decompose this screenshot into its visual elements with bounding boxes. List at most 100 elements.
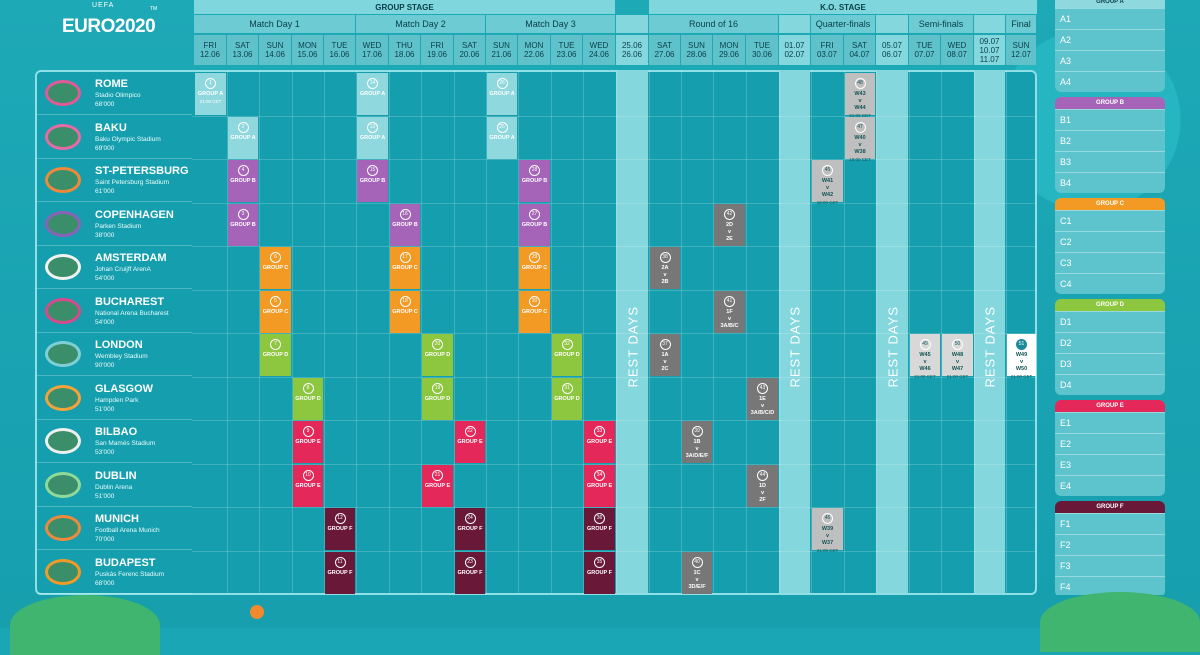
match-teams: 3A/B/C bbox=[720, 322, 739, 329]
match-number: 3 bbox=[237, 208, 249, 220]
date-header: 05.07 06.07 bbox=[876, 35, 908, 65]
match-cell[interactable]: 14 GROUP A bbox=[357, 73, 388, 115]
group-slot: A3 bbox=[1055, 50, 1165, 71]
match-cell[interactable]: 45 W41 v W42 18:00 CET bbox=[812, 160, 843, 205]
footer-scenery bbox=[0, 595, 1200, 628]
match-teams: W37 bbox=[821, 540, 834, 546]
venue-city: MUNICH bbox=[95, 513, 139, 525]
match-cell[interactable]: 44 1D v 2F bbox=[747, 464, 778, 507]
date-label: 02.07 bbox=[784, 50, 805, 59]
venue-stadium: Puskás Ferenc Stadium bbox=[95, 570, 165, 578]
match-teams: W48 bbox=[951, 352, 964, 358]
match-cell[interactable]: 4 GROUP B bbox=[228, 160, 258, 202]
match-cell[interactable]: 1 GROUP A 21:00 CET bbox=[195, 73, 226, 115]
match-teams: 1E bbox=[759, 395, 766, 402]
match-cell[interactable]: 2 GROUP A bbox=[228, 116, 258, 159]
match-cell[interactable]: 34 GROUP E bbox=[584, 464, 615, 507]
match-cell[interactable]: 43 1E v 3A/B/C/D bbox=[747, 377, 778, 420]
grid-line bbox=[974, 70, 975, 593]
match-cell[interactable]: 46 W39 v W37 21:00 CET bbox=[812, 508, 843, 553]
grid-line bbox=[876, 70, 877, 593]
match-cell[interactable]: 31 GROUP D bbox=[552, 377, 582, 420]
match-cell[interactable]: 23 GROUP F bbox=[455, 551, 485, 594]
matchday-header: Quarter-finals bbox=[811, 15, 875, 33]
match-number: 20 bbox=[432, 339, 443, 350]
match-teams: v bbox=[825, 533, 830, 539]
group-panel-title: GROUP C bbox=[1055, 198, 1165, 210]
match-cell[interactable]: 22 GROUP E bbox=[455, 421, 485, 463]
grid-row-line bbox=[192, 159, 1036, 160]
match-cell[interactable]: 51 W49 v W50 21:00 CET bbox=[1007, 334, 1036, 379]
match-cell[interactable]: 28 GROUP B bbox=[519, 160, 550, 202]
match-cell[interactable]: 8 GROUP D bbox=[293, 377, 323, 420]
match-cell[interactable]: 10 GROUP E bbox=[293, 464, 323, 507]
match-cell[interactable]: 49 W45 v W46 21:00 CET bbox=[910, 334, 940, 379]
match-cell[interactable]: 18 GROUP C bbox=[390, 290, 420, 333]
group-panel-title: GROUP A bbox=[1055, 0, 1165, 8]
match-cell[interactable]: 13 GROUP A bbox=[357, 116, 388, 159]
matchday-header: Match Day 3 bbox=[486, 15, 615, 33]
match-cell[interactable]: 25 GROUP A bbox=[487, 116, 517, 159]
match-cell[interactable]: 16 GROUP B bbox=[390, 203, 420, 246]
match-cell[interactable]: 6 GROUP C bbox=[260, 247, 291, 289]
match-cell[interactable]: 39 1B v 3A/D/E/F bbox=[682, 421, 712, 463]
match-number: 34 bbox=[594, 469, 605, 481]
match-cell[interactable]: 17 GROUP C bbox=[390, 247, 420, 289]
match-teams: W39 bbox=[821, 526, 834, 532]
group-panel: GROUP A A1 A2 A3 A4 bbox=[1055, 0, 1165, 92]
match-cell[interactable]: 29 GROUP C bbox=[519, 247, 550, 289]
venue-city: BAKU bbox=[95, 121, 127, 134]
match-cell[interactable]: 40 1C v 3D/E/F bbox=[682, 551, 712, 594]
match-cell[interactable]: 38 2A v 2B bbox=[650, 247, 680, 289]
date-header: SAT 13.06 bbox=[227, 35, 258, 65]
venue-row: COPENHAGEN Parken Stadium 38'000 bbox=[37, 203, 192, 246]
weekday-label: TUE bbox=[331, 41, 348, 50]
match-cell[interactable]: 19 GROUP D bbox=[422, 377, 453, 420]
match-cell[interactable]: 37 1A v 2C bbox=[650, 334, 680, 376]
stadium-icon bbox=[45, 210, 81, 237]
match-number: 5 bbox=[270, 295, 281, 307]
venue-city: DUBLIN bbox=[95, 469, 137, 482]
match-cell[interactable]: 32 GROUP D bbox=[552, 334, 582, 376]
date-header: TUE 07.07 bbox=[909, 35, 940, 65]
grid-line bbox=[227, 70, 228, 593]
group-slot: C3 bbox=[1055, 252, 1165, 273]
match-cell[interactable]: 9 GROUP E bbox=[293, 421, 323, 463]
match-cell[interactable]: 47 W40 v W38 18:00 CET bbox=[845, 116, 875, 162]
match-cell[interactable]: 50 W48 v W47 21:00 CET bbox=[942, 334, 973, 379]
match-cell[interactable]: 30 GROUP C bbox=[519, 290, 550, 333]
match-cell[interactable]: 26 GROUP A bbox=[487, 73, 517, 115]
match-cell[interactable]: 5 GROUP C bbox=[260, 290, 291, 333]
match-cell[interactable]: 3 GROUP B bbox=[228, 203, 258, 246]
match-teams: GROUP A bbox=[197, 91, 224, 97]
match-cell[interactable]: 48 W43 v W44 21:00 CET bbox=[845, 73, 875, 118]
match-cell[interactable]: 24 GROUP F bbox=[455, 508, 485, 550]
match-cell[interactable]: 12 GROUP F bbox=[325, 508, 355, 550]
date-label: 23.06 bbox=[556, 50, 577, 59]
match-cell[interactable]: 42 2D v 2E bbox=[714, 203, 745, 246]
match-cell[interactable]: 11 GROUP F bbox=[325, 551, 355, 594]
match-cell[interactable]: 7 GROUP D bbox=[260, 334, 291, 376]
grid-line bbox=[909, 70, 910, 593]
group-slot: E4 bbox=[1055, 475, 1165, 496]
match-cell[interactable]: 41 1F v 3A/B/C bbox=[714, 290, 745, 333]
match-cell[interactable]: 33 GROUP E bbox=[584, 421, 615, 463]
date-label: 14.06 bbox=[264, 50, 286, 59]
match-cell[interactable]: 36 GROUP F bbox=[584, 508, 615, 550]
match-cell[interactable]: 21 GROUP E bbox=[422, 464, 453, 507]
match-cell[interactable]: 15 GROUP B bbox=[357, 160, 388, 202]
group-slot: D2 bbox=[1055, 332, 1165, 353]
match-cell[interactable]: 35 GROUP F bbox=[584, 551, 615, 594]
match-teams: GROUP F bbox=[457, 569, 483, 576]
match-cell[interactable]: 20 GROUP D bbox=[422, 334, 453, 376]
stadium-icon bbox=[45, 123, 81, 150]
group-slot: A1 bbox=[1055, 8, 1165, 29]
venue-row: BAKU Baku Olympic Stadium 69'000 bbox=[37, 116, 192, 159]
stadium-icon bbox=[45, 167, 81, 193]
match-teams: v bbox=[760, 489, 765, 496]
venue-stadium: Parken Stadium bbox=[95, 222, 142, 230]
date-header: FRI 19.06 bbox=[421, 35, 453, 65]
date-label: 26.06 bbox=[621, 50, 643, 59]
match-number: 14 bbox=[367, 78, 378, 89]
match-cell[interactable]: 27 GROUP B bbox=[519, 203, 550, 246]
